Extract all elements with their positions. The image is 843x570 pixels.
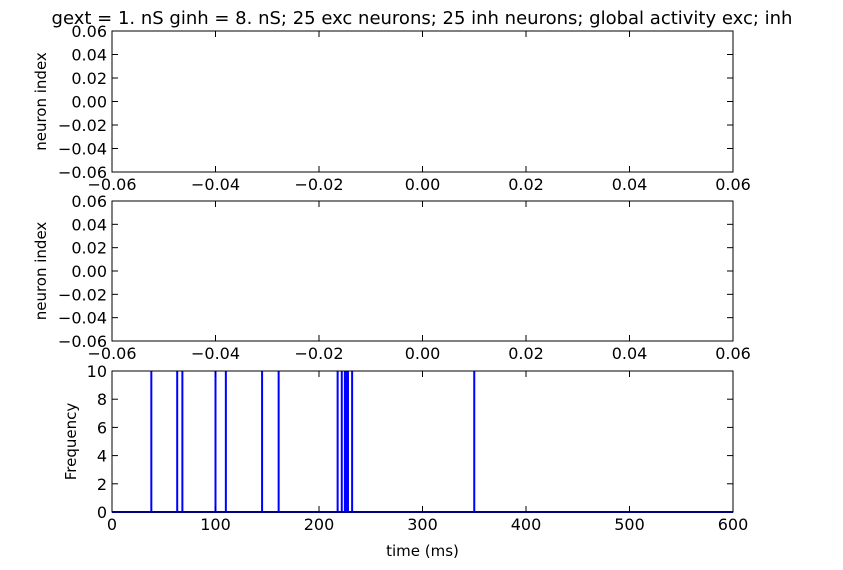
x-tick-label: 200 <box>304 515 335 534</box>
y-tick-label: −0.04 <box>58 309 107 328</box>
x-tick-label: 0 <box>107 515 117 534</box>
y-tick-label: −0.02 <box>58 116 107 135</box>
x-tick-label: −0.06 <box>87 344 136 363</box>
y-tick-label: −0.06 <box>58 163 107 182</box>
y-tick-label: 0.04 <box>71 215 107 234</box>
x-tick-label: 500 <box>614 515 645 534</box>
figure-title: gext = 1. nS ginh = 8. nS; 25 exc neuron… <box>52 8 793 29</box>
x-tick-label: 0.02 <box>508 344 544 363</box>
y-tick-label: −0.06 <box>58 332 107 351</box>
x-tick-label: −0.04 <box>191 344 240 363</box>
y-tick-label: 6 <box>97 418 107 437</box>
y-tick-label: 0.00 <box>71 93 107 112</box>
x-tick-label: 300 <box>407 515 438 534</box>
x-tick-label: −0.02 <box>294 175 343 194</box>
y-tick-label: 0.06 <box>71 22 107 41</box>
y-tick-label: 0.02 <box>71 69 107 88</box>
x-tick-label: 0.06 <box>715 344 751 363</box>
x-axis-label: time (ms) <box>386 542 459 560</box>
x-tick-label: 0.04 <box>612 344 648 363</box>
x-tick-label: 600 <box>718 515 749 534</box>
y-tick-label: 0 <box>97 503 107 522</box>
raster-plot-excitatory: −0.06 −0.04 −0.02 0.00 0.02 0.04 0.06 −0.06 −0.0… <box>32 22 751 194</box>
axes-frame <box>111 200 734 342</box>
y-tick-label: 4 <box>97 447 107 466</box>
y-tick-label: 10 <box>87 362 107 381</box>
x-tick-label: −0.04 <box>191 175 240 194</box>
x-tick-label: −0.02 <box>294 344 343 363</box>
x-tick-label: 0.04 <box>612 175 648 194</box>
y-tick-label: 2 <box>97 475 107 494</box>
y-tick-label: 0.04 <box>71 46 107 65</box>
x-tick-label: 0.00 <box>405 175 441 194</box>
y-tick-label: 0.02 <box>71 239 107 258</box>
y-tick-label: 0.00 <box>71 262 107 281</box>
y-tick-label: −0.02 <box>58 285 107 304</box>
y-axis-label: neuron index <box>32 222 50 321</box>
x-tick-label: 100 <box>200 515 231 534</box>
x-tick-label: 400 <box>511 515 542 534</box>
y-tick-label: −0.04 <box>58 140 107 159</box>
y-axis-label: neuron index <box>32 52 50 151</box>
axes-frame <box>111 30 734 173</box>
x-tick-label: 0.02 <box>508 175 544 194</box>
y-tick-label: 8 <box>97 390 107 409</box>
y-axis-label: Frequency <box>62 403 80 481</box>
axes-frame <box>111 370 734 513</box>
x-tick-label: 0.00 <box>405 344 441 363</box>
x-tick-label: 0.06 <box>715 175 751 194</box>
raster-plot-inhibitory: −0.06 −0.04 −0.02 0.00 0.02 0.04 0.06 −0.06 −0.0… <box>32 192 751 363</box>
x-tick-label: −0.06 <box>87 175 136 194</box>
y-tick-label: 0.06 <box>71 192 107 211</box>
frequency-plot: 0 100 200 300 400 500 600 0 2 4 6 8 10 Frequency time … <box>62 362 748 560</box>
